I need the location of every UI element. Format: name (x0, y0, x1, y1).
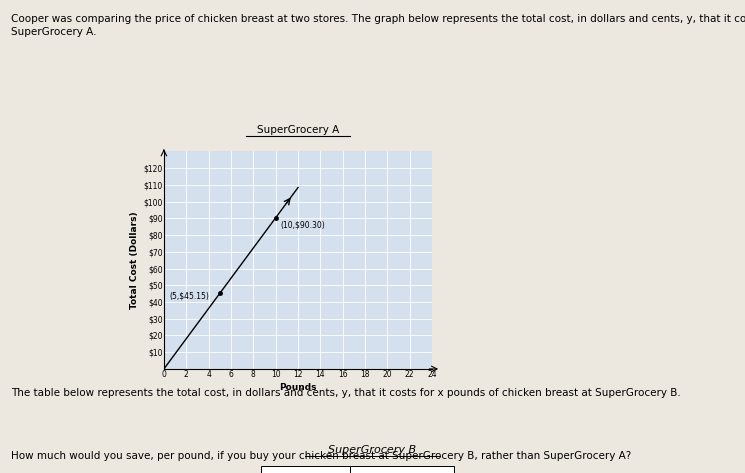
Text: Cooper was comparing the price of chicken breast at two stores. The graph below : Cooper was comparing the price of chicke… (11, 14, 745, 37)
Text: (5,$45.15): (5,$45.15) (170, 291, 209, 300)
Y-axis label: Total Cost (Dollars): Total Cost (Dollars) (130, 211, 139, 309)
Text: SuperGrocery A: SuperGrocery A (257, 125, 339, 135)
X-axis label: Pounds: Pounds (279, 384, 317, 393)
Text: (10,$90.30): (10,$90.30) (280, 221, 325, 230)
Text: How much would you save, per pound, if you buy your chicken breast at SuperGroce: How much would you save, per pound, if y… (11, 451, 632, 461)
Text: The table below represents the total cost, in dollars and cents, y, that it cost: The table below represents the total cos… (11, 388, 681, 398)
Text: SuperGrocery B: SuperGrocery B (329, 445, 416, 455)
